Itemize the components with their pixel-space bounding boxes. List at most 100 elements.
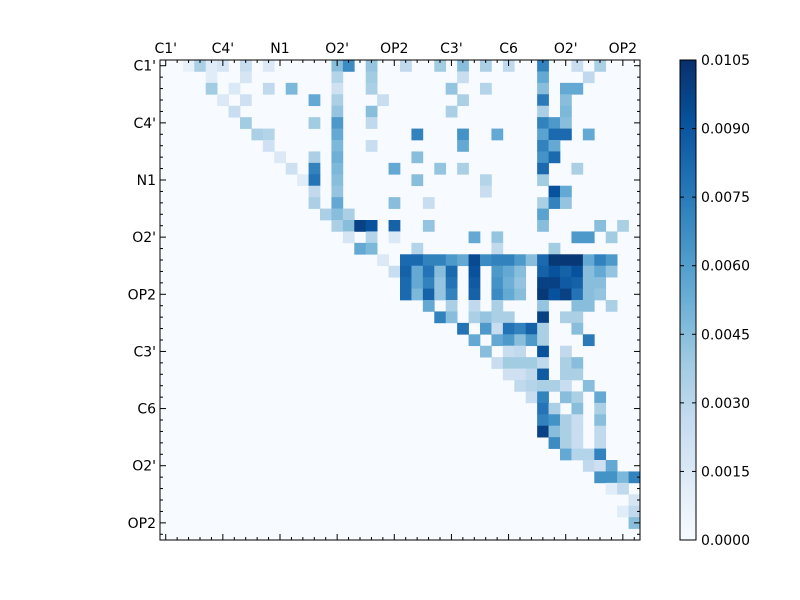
heatmap-cell: [445, 254, 458, 267]
heatmap-cell: [514, 380, 527, 392]
heatmap-cell: [365, 117, 378, 129]
heatmap-cell: [537, 162, 549, 175]
heatmap-cell: [457, 162, 469, 175]
heatmap-cell: [331, 174, 344, 187]
heatmap-cell: [205, 60, 218, 72]
heatmap-cell: [617, 505, 629, 518]
heatmap-cell: [308, 174, 321, 187]
heatmap-cell: [217, 94, 229, 107]
heatmap-cell: [457, 128, 469, 141]
heatmap-cell: [537, 197, 549, 209]
heatmap-cell: [525, 357, 538, 369]
y-tick-label: C6: [137, 402, 156, 418]
x-tick-label: C3': [440, 41, 463, 57]
heatmap-cell: [605, 254, 618, 267]
heatmap-cell: [594, 425, 607, 438]
heatmap-cell: [594, 220, 607, 232]
y-tick-label: O2': [132, 230, 156, 246]
heatmap-cell: [537, 391, 549, 404]
colorbar: [679, 59, 697, 541]
heatmap-cell: [480, 174, 492, 187]
heatmap-cell: [514, 288, 527, 301]
heatmap-cell: [331, 71, 344, 84]
heatmap-cell: [605, 300, 618, 312]
heatmap-cell: [422, 197, 435, 209]
heatmap-cell: [537, 128, 549, 141]
heatmap-cell: [491, 277, 504, 289]
y-tick-label: O2': [132, 459, 156, 475]
heatmap-cell: [571, 288, 584, 301]
heatmap-cell: [571, 254, 584, 267]
heatmap-cell: [537, 117, 549, 129]
heatmap-cell: [525, 380, 538, 392]
heatmap-cell: [365, 105, 378, 118]
heatmap-cell: [617, 482, 629, 495]
heatmap-cell: [468, 277, 481, 289]
heatmap-cell: [548, 128, 561, 141]
heatmap-cell: [582, 300, 595, 312]
heatmap-cell: [628, 505, 641, 518]
heatmap-cell: [331, 94, 344, 107]
heatmap-cell: [365, 60, 378, 72]
heatmap-cell: [582, 334, 595, 347]
heatmap-cell: [571, 448, 584, 461]
heatmap-cell: [560, 117, 572, 129]
heatmap-cell: [548, 288, 561, 301]
axis-ticks: [160, 60, 640, 540]
heatmap-cell: [537, 208, 549, 221]
x-tick-label: O2': [325, 41, 349, 57]
colorbar-tick-label: 0.0090: [701, 122, 750, 138]
heatmap-cell: [571, 322, 584, 335]
heatmap-cell: [548, 414, 561, 427]
heatmap-cell: [571, 277, 584, 289]
x-tick-label: O2': [554, 41, 578, 57]
heatmap-cell: [434, 265, 447, 278]
heatmap-cell: [422, 288, 435, 301]
heatmap-cell: [388, 162, 401, 175]
y-tick-labels: C1' C4' N1 O2' OP2 C3' C6 O2' OP2: [128, 59, 156, 532]
heatmap-cell: [240, 94, 252, 107]
heatmap-cell: [411, 277, 424, 289]
colorbar-tick-label: 0.0015: [701, 464, 750, 480]
heatmap-cell: [262, 140, 275, 152]
heatmap-cell: [514, 254, 527, 267]
heatmap-cell: [594, 288, 607, 301]
heatmap-cell: [548, 140, 561, 152]
heatmap-cell: [205, 82, 218, 95]
heatmap-cell: [628, 494, 641, 507]
y-tick-label: OP2: [128, 516, 156, 532]
heatmap-cell: [560, 128, 572, 141]
heatmap-cell: [331, 128, 344, 141]
heatmap-cell: [537, 71, 549, 84]
heatmap-cell: [571, 402, 584, 415]
colorbar-tick-label: 0.0000: [701, 533, 750, 549]
heatmap-cell: [548, 254, 561, 267]
heatmap-cell: [388, 220, 401, 232]
heatmap-cell: [491, 322, 504, 335]
heatmap-cell: [400, 288, 412, 301]
heatmap-cell: [411, 174, 424, 187]
heatmap-cell: [411, 242, 424, 255]
heatmap-cell: [582, 71, 595, 84]
heatmap-cell: [377, 254, 389, 267]
heatmap-cell: [560, 277, 572, 289]
heatmap-cell: [548, 425, 561, 438]
heatmap-cell: [514, 322, 527, 335]
heatmap-cell: [468, 300, 481, 312]
heatmap-cell: [594, 402, 607, 415]
heatmap-cell: [445, 265, 458, 278]
heatmap-cell: [537, 414, 549, 427]
heatmap-cell: [502, 277, 515, 289]
heatmap-cell: [205, 71, 218, 84]
heatmap-cell: [480, 345, 492, 358]
heatmap-cell: [605, 482, 618, 495]
heatmap-cell: [548, 117, 561, 129]
heatmap-cell: [480, 60, 492, 72]
heatmap-cell: [365, 71, 378, 84]
heatmap-cell: [594, 460, 607, 472]
heatmap-cell: [582, 128, 595, 141]
heatmap-cell: [617, 220, 629, 232]
heatmap-cell: [514, 357, 527, 369]
heatmap-cell: [445, 105, 458, 118]
heatmap-cell: [594, 437, 607, 449]
